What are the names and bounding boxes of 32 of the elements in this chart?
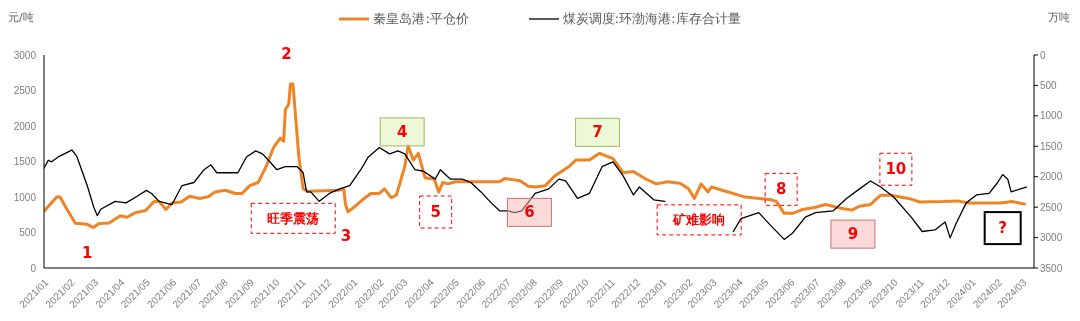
y2-tick-label: 1000 xyxy=(1040,110,1063,122)
y-tick-label: 1500 xyxy=(13,156,37,168)
y2-tick-label: 2500 xyxy=(1040,201,1063,213)
annotation: 10 xyxy=(885,160,907,179)
annotation: 1 xyxy=(81,243,93,262)
y-tick-label: 1000 xyxy=(13,191,37,203)
y2-tick-label: 500 xyxy=(1040,79,1058,91)
y-tick-label: 2500 xyxy=(13,85,37,97)
annotation: 矿难影响 xyxy=(672,212,726,228)
y-tick-label: 500 xyxy=(19,227,37,239)
annotation: 8 xyxy=(775,180,787,199)
annotation: 3 xyxy=(340,226,352,245)
y-tick-label: 3000 xyxy=(13,49,37,61)
y-tick-label: 0 xyxy=(30,262,37,274)
annotation: 旺季震荡 xyxy=(267,210,320,226)
annotation: 4 xyxy=(396,122,408,141)
legend-label: 秦皇岛港:平仓价 xyxy=(373,10,469,28)
annotation: 7 xyxy=(592,123,603,142)
annotation: ? xyxy=(998,219,1008,238)
y-axis-title: 元/吨 xyxy=(8,10,34,25)
y2-tick-label: 0 xyxy=(1040,49,1046,61)
y-tick-label: 2000 xyxy=(13,120,37,132)
y2-axis-title: 万吨 xyxy=(1048,10,1070,25)
annotation: 2 xyxy=(281,45,292,64)
annotation: 5 xyxy=(430,203,441,222)
y2-tick-label: 3000 xyxy=(1040,232,1063,244)
y2-tick-label: 3500 xyxy=(1040,262,1063,274)
annotation: 6 xyxy=(524,203,535,222)
y2-tick-label: 2000 xyxy=(1040,171,1063,183)
annotation: 9 xyxy=(847,225,859,244)
y2-tick-label: 1500 xyxy=(1040,140,1063,152)
legend-label: 煤炭调度:环渤海港:库存合计量 xyxy=(562,10,741,28)
